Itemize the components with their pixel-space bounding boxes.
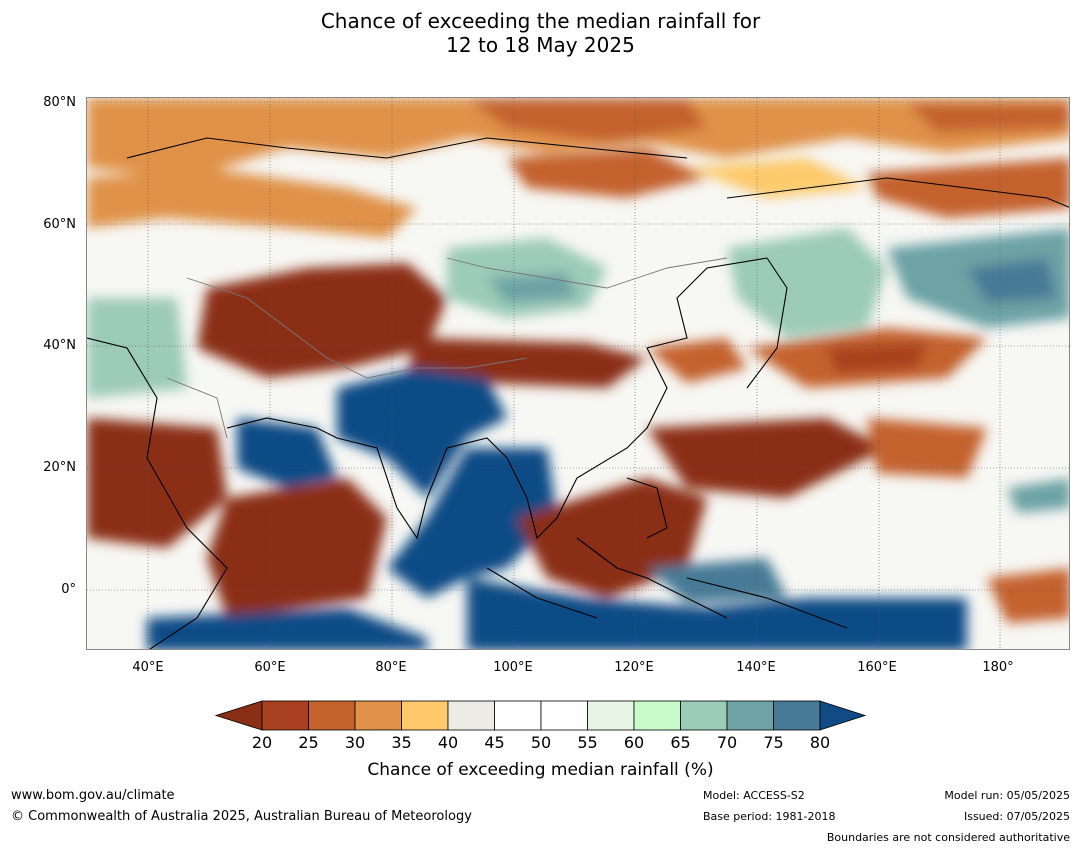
colorbar-tick-label: 50: [530, 733, 552, 752]
issued-text: Issued: 07/05/2025: [963, 810, 1070, 823]
colorbar-tick-label: 60: [623, 733, 645, 752]
lon-label-180: 180°: [982, 660, 1014, 675]
colorbar-tick-label: 65: [670, 733, 691, 752]
colorbar-cell: [773, 700, 821, 731]
colorbar-extend-low: [214, 700, 263, 731]
colorbar-cell: [726, 700, 774, 731]
colorbar-cell: [494, 700, 542, 731]
boundaries-disclaimer: Boundaries are not considered authoritat…: [826, 831, 1070, 844]
colorbar-cell: [587, 700, 635, 731]
colorbar-extend-high: [819, 700, 867, 731]
lat-label-20n: 20°N: [43, 460, 76, 475]
colorbar-tick-label: 70: [716, 733, 738, 752]
colorbar-tick-label: 20: [251, 733, 273, 752]
lon-label-140e: 140°E: [736, 660, 776, 675]
colorbar-cells: [214, 700, 867, 731]
colorbar-tick-label: 75: [763, 733, 784, 752]
base-period-text: Base period: 1981-2018: [703, 810, 836, 823]
model-run-text: Model run: 05/05/2025: [944, 789, 1070, 802]
lon-label-80e: 80°E: [375, 660, 407, 675]
lon-label-100e: 100°E: [493, 660, 533, 675]
coastlines: [87, 137, 1069, 649]
lat-label-0: 0°: [61, 582, 76, 597]
lat-label-80n: 80°N: [43, 95, 76, 110]
lon-label-40e: 40°E: [132, 660, 164, 675]
rainfall-map: [86, 97, 1070, 650]
colorbar-cell: [354, 700, 402, 731]
colorbar-tick-label: 30: [344, 733, 366, 752]
lat-label-40n: 40°N: [43, 338, 76, 353]
colorbar-cell: [447, 700, 495, 731]
colorbar-tick-label: 40: [437, 733, 459, 752]
rainfall-map-graphic: [87, 98, 1069, 649]
colorbar-cell: [540, 700, 588, 731]
lon-label-60e: 60°E: [254, 660, 286, 675]
colorbar-tick-label: 55: [577, 733, 598, 752]
website-link[interactable]: www.bom.gov.au/climate: [11, 788, 175, 803]
colorbar-tick-label: 80: [809, 733, 831, 752]
colorbar-tick-label: 45: [484, 733, 505, 752]
lon-label-120e: 120°E: [614, 660, 654, 675]
map-title-line2: 12 to 18 May 2025: [446, 33, 635, 57]
colorbar-cell: [261, 700, 309, 731]
colorbar-label: Chance of exceeding median rainfall (%): [367, 760, 714, 780]
colorbar-cell: [633, 700, 681, 731]
map-title-line1: Chance of exceeding the median rainfall …: [320, 9, 761, 33]
colorbar-cell: [401, 700, 449, 731]
copyright-text: © Commonwealth of Australia 2025, Austra…: [11, 809, 472, 824]
lat-label-60n: 60°N: [43, 217, 76, 232]
colorbar-tick-label: 35: [391, 733, 412, 752]
colorbar-tick-label: 25: [298, 733, 319, 752]
lon-label-160e: 160°E: [857, 660, 897, 675]
colorbar-cell: [680, 700, 728, 731]
model-text: Model: ACCESS-S2: [703, 789, 805, 802]
country-boundaries: [166, 257, 728, 439]
colorbar-cell: [308, 700, 356, 731]
